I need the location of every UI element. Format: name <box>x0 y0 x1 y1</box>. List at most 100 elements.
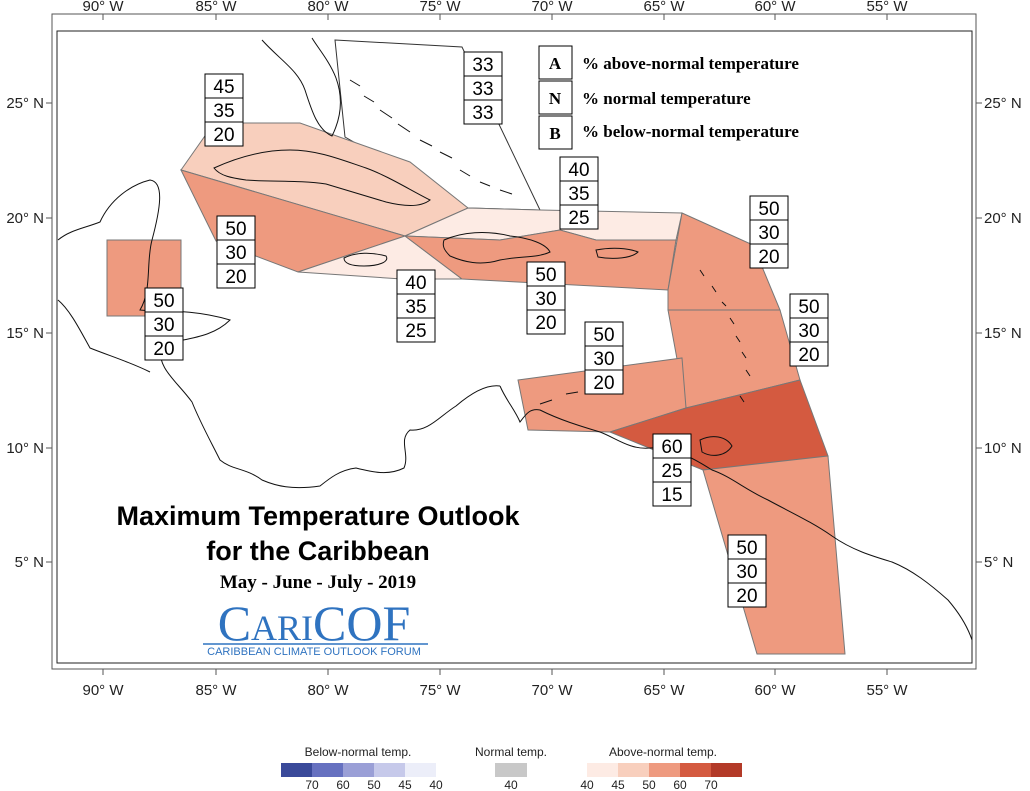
region-cuba-label: 45 35 20 <box>204 73 244 147</box>
map-title-period: May - June - July - 2019 <box>220 572 416 593</box>
trinidad-coast <box>699 436 733 456</box>
below-value: 20 <box>593 373 614 394</box>
above-value: 50 <box>736 538 757 559</box>
normal-value: 30 <box>535 289 556 310</box>
latitude-axis-right: 25° N 20° N 15° N 10° N 5° N <box>976 95 1022 571</box>
above-swatch <box>587 763 618 777</box>
lon-tick-label: 80° W <box>307 0 349 15</box>
normal-value: 30 <box>736 562 757 583</box>
region-guianas-label: 50 30 20 <box>727 534 767 608</box>
above-value: 40 <box>568 160 589 181</box>
legend-text-above: % above-normal temperature <box>582 54 799 73</box>
region-polygons <box>106 39 846 655</box>
above-value: 60 <box>661 437 682 458</box>
below-value: 20 <box>758 247 779 268</box>
below-tick: 60 <box>336 778 350 791</box>
longitude-axis-bottom: 90° W 85° W 80° W 75° W 70° W 65° W 60° … <box>82 669 908 699</box>
legend-key-box-a <box>538 45 573 80</box>
normal-tick: 40 <box>504 778 518 791</box>
below-swatch <box>374 763 405 777</box>
map-title-line2: for the Caribbean <box>206 536 430 566</box>
legend-text-normal: % normal temperature <box>582 89 751 108</box>
lat-tick-label: 15° N <box>6 325 44 342</box>
below-swatch <box>343 763 374 777</box>
legend-key-a: A <box>549 54 562 73</box>
above-swatch <box>711 763 742 777</box>
above-value: 50 <box>593 325 614 346</box>
above-tick: 70 <box>704 778 718 791</box>
lon-tick-label: 55° W <box>866 682 908 699</box>
normal-swatch <box>495 763 527 777</box>
normal-value: 35 <box>568 184 589 205</box>
below-value: 20 <box>535 313 556 334</box>
florida-coast <box>261 37 341 137</box>
bahamas-islands <box>349 79 513 195</box>
below-normal-scale-label: Below-normal temp. <box>305 745 412 759</box>
lon-tick-label: 85° W <box>195 682 237 699</box>
above-tick: 45 <box>611 778 625 791</box>
region-jamaica-label: 40 35 25 <box>396 269 436 343</box>
lon-tick-label: 80° W <box>307 682 349 699</box>
lon-tick-label: 75° W <box>419 0 461 15</box>
key-legend: A N B % above-normal temperature % norma… <box>538 45 799 150</box>
color-scale: Below-normal temp. 70 60 50 45 40 Normal… <box>281 745 742 791</box>
above-swatch <box>649 763 680 777</box>
normal-value: 30 <box>593 349 614 370</box>
lat-tick-label: 25° N <box>984 95 1022 112</box>
normal-value: 30 <box>758 223 779 244</box>
latitude-axis-left: 25° N 20° N 15° N 10° N 5° N <box>6 95 52 571</box>
above-value: 45 <box>213 77 234 98</box>
below-tick: 70 <box>305 778 319 791</box>
lon-tick-label: 70° W <box>531 682 573 699</box>
region-turks-caicos-label: 40 35 25 <box>559 156 599 230</box>
below-value: 20 <box>213 125 234 146</box>
below-value: 15 <box>661 485 682 506</box>
below-value: 33 <box>472 103 493 124</box>
region-abc-islands-label: 50 30 20 <box>584 321 624 395</box>
lon-tick-label: 65° W <box>643 0 685 15</box>
title-background <box>64 492 564 660</box>
below-value: 20 <box>225 267 246 288</box>
legend-key-box-n <box>538 80 573 115</box>
legend-key-n: N <box>549 89 562 108</box>
lat-tick-label: 10° N <box>984 440 1022 457</box>
above-tick: 50 <box>642 778 656 791</box>
legend-key-box-b <box>538 115 573 150</box>
lesser-antilles-islands <box>699 269 751 403</box>
lat-tick-label: 25° N <box>6 95 44 112</box>
lat-tick-label: 5° N <box>984 554 1013 571</box>
region-hispaniola-pr-label: 50 30 20 <box>526 261 566 335</box>
above-value: 33 <box>472 55 493 76</box>
lat-tick-label: 20° N <box>6 210 44 227</box>
lon-tick-label: 70° W <box>531 0 573 15</box>
lon-tick-label: 90° W <box>82 682 124 699</box>
normal-value: 33 <box>472 79 493 100</box>
caricof-logo: CARICOF <box>218 595 411 651</box>
yucatan-central-america-coast <box>57 179 501 489</box>
normal-value: 30 <box>225 243 246 264</box>
region-trinidad-tobago-label: 60 25 15 <box>652 433 692 507</box>
lon-tick-label: 65° W <box>643 682 685 699</box>
above-swatch <box>680 763 711 777</box>
normal-value: 25 <box>661 461 682 482</box>
above-value: 50 <box>798 297 819 318</box>
normal-value: 35 <box>213 101 234 122</box>
region-western-caribbean-label: 50 30 20 <box>216 215 256 289</box>
below-value: 20 <box>153 339 174 360</box>
below-value: 20 <box>736 586 757 607</box>
region-bahamas-label: 33 33 33 <box>463 51 503 125</box>
region-hispaniola-pr-polygon <box>403 229 677 291</box>
lon-tick-label: 75° W <box>419 682 461 699</box>
above-value: 50 <box>153 291 174 312</box>
map-inner-frame <box>56 30 973 664</box>
caricof-logo-subtitle: CARIBBEAN CLIMATE OUTLOOK FORUM <box>207 646 421 658</box>
legend-text-below: % below-normal temperature <box>582 122 799 141</box>
map-title-line1: Maximum Temperature Outlook <box>116 501 520 531</box>
lon-tick-label: 55° W <box>866 0 908 15</box>
below-value: 25 <box>568 208 589 229</box>
below-swatch <box>281 763 312 777</box>
below-tick: 40 <box>429 778 443 791</box>
below-tick: 50 <box>367 778 381 791</box>
below-value: 20 <box>798 345 819 366</box>
probability-boxes: 33 33 33 45 35 20 50 30 20 50 30 20 <box>144 51 829 608</box>
